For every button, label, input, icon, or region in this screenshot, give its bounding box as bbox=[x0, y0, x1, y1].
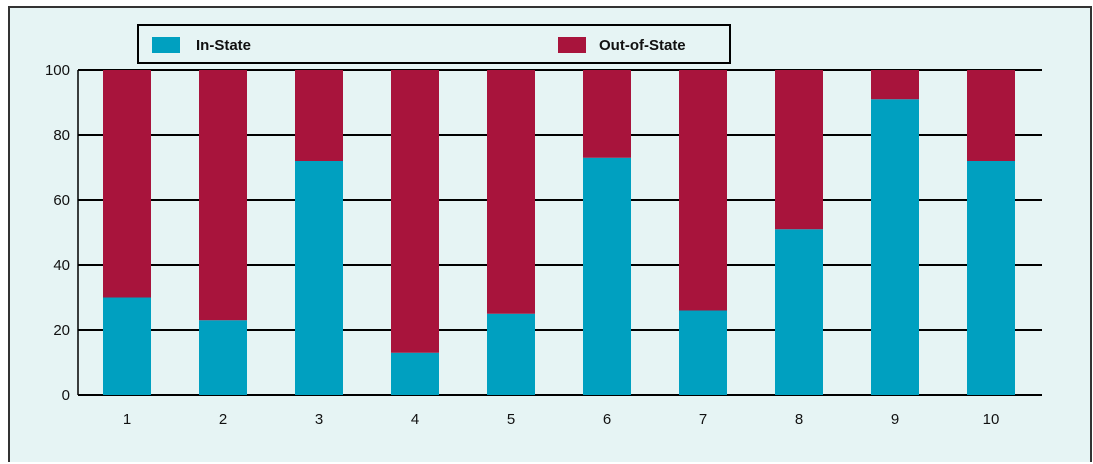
bars bbox=[103, 70, 1015, 395]
y-tick-label: 20 bbox=[53, 322, 70, 339]
bar-out-of-state-6 bbox=[583, 70, 631, 158]
bar-in-state-5 bbox=[487, 313, 535, 395]
axes: 0 20 40 60 80 100 1 2 3 4 5 6 7 8 9 10 bbox=[45, 62, 999, 428]
bar-out-of-state-2 bbox=[199, 70, 247, 321]
bar-out-of-state-1 bbox=[103, 70, 151, 298]
bar-out-of-state-5 bbox=[487, 70, 535, 314]
bar-out-of-state-9 bbox=[871, 70, 919, 100]
bar-in-state-4 bbox=[391, 352, 439, 395]
x-tick-label: 2 bbox=[219, 411, 227, 428]
legend: In-State Out-of-State bbox=[137, 24, 731, 64]
bar-out-of-state-7 bbox=[679, 70, 727, 311]
bar-in-state-1 bbox=[103, 297, 151, 395]
x-tick-label: 6 bbox=[603, 411, 611, 428]
x-tick-label: 9 bbox=[891, 411, 899, 428]
x-tick-label: 3 bbox=[315, 411, 323, 428]
bar-in-state-9 bbox=[871, 99, 919, 395]
bar-in-state-6 bbox=[583, 157, 631, 395]
bar-in-state-2 bbox=[199, 320, 247, 395]
x-tick-label: 8 bbox=[795, 411, 803, 428]
legend-swatch-in-state bbox=[152, 37, 180, 53]
bar-out-of-state-8 bbox=[775, 70, 823, 230]
bar-in-state-7 bbox=[679, 310, 727, 395]
x-tick-label: 5 bbox=[507, 411, 515, 428]
legend-swatch-out-of-state bbox=[558, 37, 586, 53]
chart-frame: 0 20 40 60 80 100 1 2 3 4 5 6 7 8 9 10 In-State Out-of-… bbox=[8, 6, 1092, 462]
stacked-bar-chart: 0 20 40 60 80 100 1 2 3 4 5 6 7 8 9 10 In-State Out-of-… bbox=[45, 24, 1042, 428]
bar-out-of-state-3 bbox=[295, 70, 343, 161]
y-tick-label: 40 bbox=[53, 257, 70, 274]
y-tick-label: 60 bbox=[53, 192, 70, 209]
x-tick-label: 10 bbox=[983, 411, 1000, 428]
legend-label-out-of-state: Out-of-State bbox=[599, 37, 686, 54]
legend-box bbox=[137, 24, 731, 64]
bar-in-state-3 bbox=[295, 161, 343, 395]
bar-out-of-state-10 bbox=[967, 70, 1015, 161]
legend-label-in-state: In-State bbox=[196, 37, 251, 54]
bar-in-state-8 bbox=[775, 229, 823, 395]
y-tick-label: 0 bbox=[62, 387, 70, 404]
y-tick-label: 100 bbox=[45, 62, 70, 79]
bar-out-of-state-4 bbox=[391, 70, 439, 353]
x-tick-label: 1 bbox=[123, 411, 131, 428]
bar-in-state-10 bbox=[967, 161, 1015, 395]
y-tick-label: 80 bbox=[53, 127, 70, 144]
x-tick-label: 7 bbox=[699, 411, 707, 428]
x-tick-label: 4 bbox=[411, 411, 419, 428]
